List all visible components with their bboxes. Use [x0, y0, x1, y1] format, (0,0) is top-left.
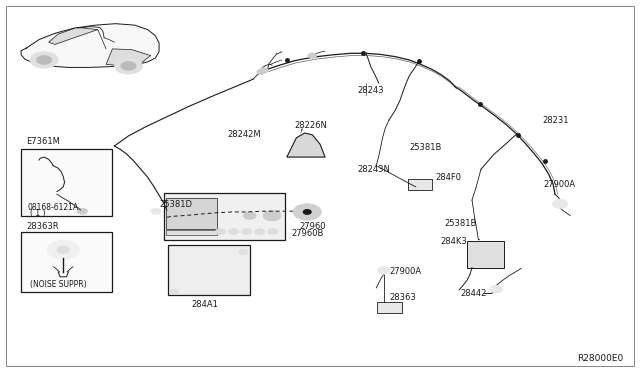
Text: 27900A: 27900A [389, 267, 421, 276]
Bar [21, 149, 113, 216]
Text: 284K3: 284K3 [440, 237, 467, 246]
Text: E7361M: E7361M [26, 137, 60, 146]
Circle shape [268, 229, 278, 235]
Circle shape [77, 208, 88, 214]
Text: 284F0: 284F0 [435, 173, 461, 182]
Polygon shape [287, 133, 325, 157]
Circle shape [293, 204, 321, 220]
Circle shape [378, 267, 390, 274]
Text: 28226N: 28226N [294, 121, 327, 131]
Text: ( 1 ): ( 1 ) [30, 209, 45, 218]
Text: 28363R: 28363R [26, 222, 59, 231]
Circle shape [241, 229, 252, 235]
Text: 27900A: 27900A [543, 180, 575, 189]
Circle shape [263, 211, 281, 221]
Circle shape [37, 190, 60, 203]
Text: (NOISE SUPPR): (NOISE SUPPR) [30, 280, 86, 289]
Circle shape [243, 212, 256, 219]
Bar [168, 245, 250, 295]
Text: 28231: 28231 [542, 116, 569, 125]
Circle shape [259, 68, 268, 73]
Circle shape [303, 210, 311, 214]
Circle shape [216, 229, 226, 235]
Circle shape [30, 52, 58, 68]
Bar [467, 241, 504, 267]
Bar [21, 232, 113, 292]
Circle shape [47, 240, 79, 259]
Text: 28242M: 28242M [227, 129, 261, 138]
Bar [166, 198, 217, 229]
Bar [164, 193, 285, 240]
Text: 28363: 28363 [389, 293, 416, 302]
Text: R28000E0: R28000E0 [577, 354, 623, 363]
Text: 25381B: 25381B [445, 218, 477, 228]
Polygon shape [21, 24, 159, 67]
Text: 28243N: 28243N [357, 165, 390, 174]
Text: 28442: 28442 [461, 289, 487, 298]
Circle shape [115, 58, 143, 74]
Polygon shape [49, 28, 98, 44]
Text: 27960B: 27960B [291, 229, 324, 238]
Circle shape [552, 199, 568, 208]
Text: 284A1: 284A1 [191, 300, 218, 309]
Text: 25381D: 25381D [159, 200, 192, 209]
Circle shape [170, 289, 179, 294]
Text: 08168-6121A: 08168-6121A [28, 203, 79, 212]
Text: 25381B: 25381B [410, 143, 442, 152]
Circle shape [36, 55, 52, 64]
Circle shape [257, 69, 266, 74]
Bar [378, 302, 402, 313]
Circle shape [151, 208, 161, 214]
Circle shape [239, 249, 248, 254]
Bar [166, 230, 217, 235]
Circle shape [255, 229, 265, 235]
Text: 27960: 27960 [300, 222, 326, 231]
Circle shape [228, 229, 239, 235]
Circle shape [44, 194, 53, 199]
Circle shape [490, 285, 502, 293]
Circle shape [121, 61, 136, 70]
Polygon shape [106, 49, 151, 66]
Circle shape [57, 246, 70, 253]
Circle shape [308, 53, 317, 58]
Text: 28243: 28243 [357, 86, 383, 95]
Bar [408, 179, 433, 190]
